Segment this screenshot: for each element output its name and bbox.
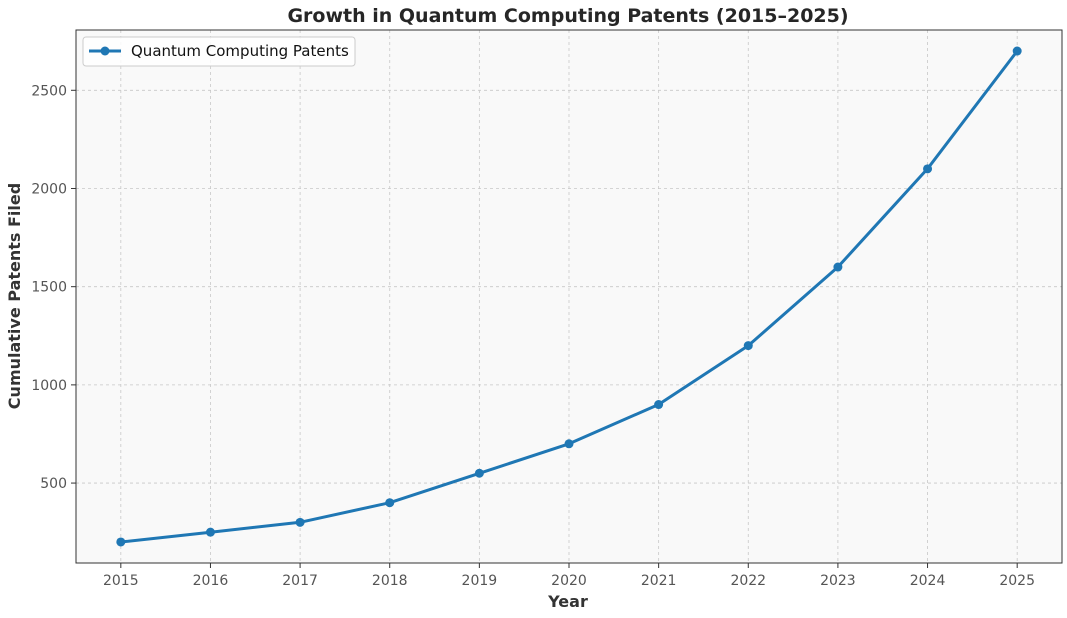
x-tick-label: 2017 <box>282 573 318 589</box>
x-tick-label: 2020 <box>551 573 587 589</box>
x-tick-label: 2015 <box>103 573 139 589</box>
data-point <box>833 262 843 272</box>
x-tick-label: 2022 <box>730 573 766 589</box>
x-tick-label: 2019 <box>462 573 498 589</box>
axes: 2015 2016 2017 2018 2019 2020 2021 2022 2023 2024… <box>31 83 1035 589</box>
y-tick-label: 500 <box>40 476 67 492</box>
x-tick-label: 2021 <box>641 573 677 589</box>
legend-series-label: Quantum Computing Patents <box>131 42 349 60</box>
y-axis-label: Cumulative Patents Filed <box>5 183 24 409</box>
data-point <box>923 164 933 174</box>
grid <box>76 30 1062 563</box>
series-layer <box>116 46 1022 547</box>
plot-frame <box>75 29 1063 564</box>
y-tick-label: 1000 <box>31 378 67 394</box>
data-point <box>295 517 305 527</box>
data-point <box>474 468 484 478</box>
data-point <box>654 400 664 410</box>
data-point <box>116 537 126 547</box>
data-point <box>743 341 753 351</box>
y-tick-label: 2500 <box>31 83 67 99</box>
data-point <box>1012 46 1022 56</box>
data-point <box>205 527 215 537</box>
data-point <box>385 498 395 508</box>
x-tick-label: 2024 <box>910 573 946 589</box>
x-tick-label: 2025 <box>999 573 1035 589</box>
x-tick-label: 2018 <box>372 573 408 589</box>
legend-box <box>82 36 356 67</box>
y-tick-label: 1500 <box>31 280 67 296</box>
chart-title: Growth in Quantum Computing Patents (201… <box>287 5 848 27</box>
data-point <box>564 439 574 449</box>
x-tick-label: 2016 <box>193 573 229 589</box>
legend-marker <box>100 46 110 56</box>
x-tick-label: 2023 <box>820 573 856 589</box>
y-tick-label: 2000 <box>31 181 67 197</box>
x-axis-label: Year <box>547 592 588 611</box>
legend: Quantum Computing Patents <box>82 36 356 67</box>
